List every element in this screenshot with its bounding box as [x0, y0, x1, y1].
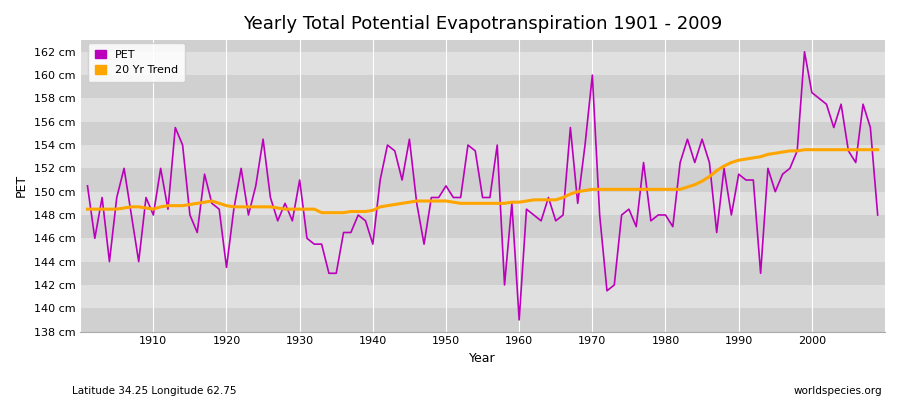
- Legend: PET, 20 Yr Trend: PET, 20 Yr Trend: [88, 43, 184, 82]
- PET: [514, 318, 525, 322]
- Bar: [80, 28, 885, 52]
- 20 Yr Trend: [316, 210, 327, 215]
- Bar: [80, 215, 885, 238]
- Bar: [80, 168, 885, 192]
- PET: [82, 184, 93, 188]
- Bar: [80, 122, 885, 145]
- X-axis label: Year: Year: [469, 352, 496, 365]
- Text: worldspecies.org: worldspecies.org: [794, 386, 882, 396]
- Text: Latitude 34.25 Longitude 62.75: Latitude 34.25 Longitude 62.75: [72, 386, 237, 396]
- PET: [302, 236, 312, 241]
- Bar: [80, 145, 885, 168]
- PET: [799, 49, 810, 54]
- 20 Yr Trend: [521, 199, 532, 204]
- Bar: [80, 262, 885, 285]
- PET: [521, 207, 532, 212]
- Bar: [80, 98, 885, 122]
- PET: [609, 282, 620, 287]
- PET: [507, 201, 517, 206]
- Y-axis label: PET: PET: [15, 174, 28, 198]
- Line: 20 Yr Trend: 20 Yr Trend: [87, 150, 878, 213]
- 20 Yr Trend: [799, 147, 810, 152]
- 20 Yr Trend: [872, 147, 883, 152]
- PET: [346, 230, 356, 235]
- PET: [872, 212, 883, 217]
- Bar: [80, 285, 885, 308]
- 20 Yr Trend: [302, 207, 312, 212]
- 20 Yr Trend: [353, 209, 364, 214]
- Bar: [80, 75, 885, 98]
- Bar: [80, 308, 885, 332]
- Line: PET: PET: [87, 52, 878, 320]
- 20 Yr Trend: [82, 207, 93, 212]
- Bar: [80, 192, 885, 215]
- 20 Yr Trend: [514, 200, 525, 204]
- PET: [140, 195, 151, 200]
- Bar: [80, 238, 885, 262]
- 20 Yr Trend: [609, 187, 620, 192]
- Bar: [80, 52, 885, 75]
- 20 Yr Trend: [140, 206, 151, 210]
- Title: Yearly Total Potential Evapotranspiration 1901 - 2009: Yearly Total Potential Evapotranspiratio…: [243, 15, 722, 33]
